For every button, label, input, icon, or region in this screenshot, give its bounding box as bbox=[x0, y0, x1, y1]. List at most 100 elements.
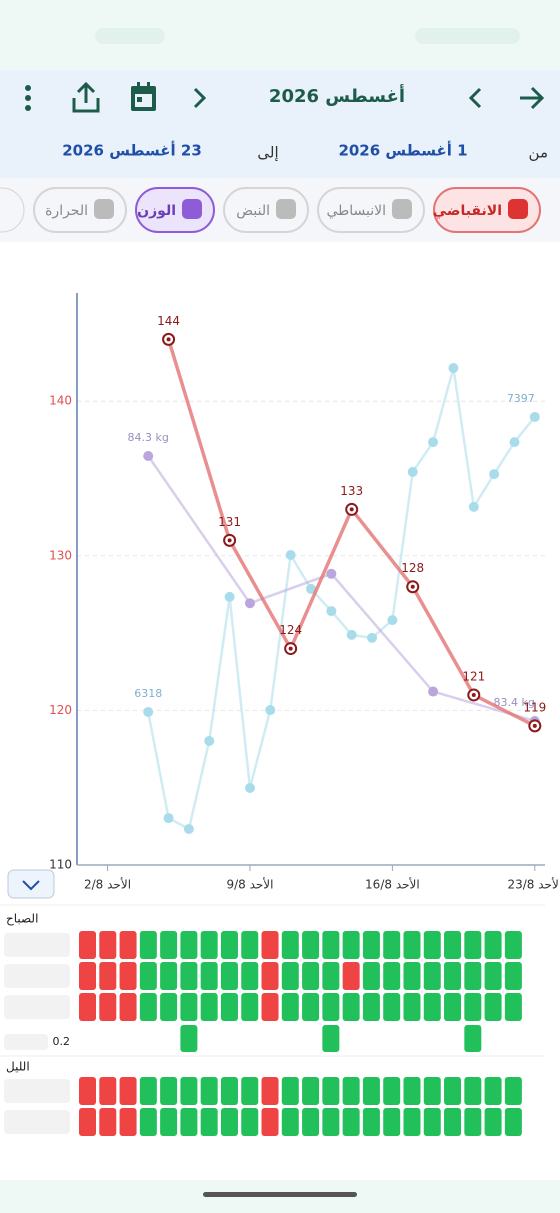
status-cell bbox=[322, 931, 340, 959]
data-point bbox=[387, 615, 398, 626]
series-line bbox=[146, 367, 536, 831]
status-cell bbox=[160, 931, 178, 959]
data-point-core bbox=[349, 507, 354, 512]
status-cell bbox=[383, 931, 401, 959]
status-cell bbox=[220, 1108, 238, 1136]
row-label-blur bbox=[4, 1079, 70, 1103]
status-cell bbox=[139, 1108, 157, 1136]
data-point bbox=[529, 411, 540, 422]
status-cell bbox=[403, 993, 421, 1021]
tab-label: الانبساطي bbox=[326, 203, 386, 219]
status-cell bbox=[444, 962, 462, 990]
data-point bbox=[143, 706, 154, 717]
status-cell bbox=[322, 993, 340, 1021]
collapse-button[interactable] bbox=[7, 869, 55, 899]
status-cell bbox=[302, 931, 320, 959]
status-cell bbox=[302, 993, 320, 1021]
next-button[interactable] bbox=[193, 87, 207, 109]
status-cell bbox=[261, 962, 279, 990]
status-cell bbox=[504, 962, 522, 990]
status-cell bbox=[464, 1108, 482, 1136]
y-tick-label: 120 bbox=[49, 703, 72, 717]
status-cell bbox=[383, 962, 401, 990]
tab-icon bbox=[392, 199, 412, 219]
data-label: 6318 bbox=[134, 687, 162, 700]
data-point bbox=[183, 824, 194, 834]
status-cell bbox=[281, 993, 299, 1021]
status-cell bbox=[281, 1077, 299, 1105]
status-cell bbox=[79, 993, 96, 1021]
status-cell bbox=[119, 962, 137, 990]
status-cell bbox=[383, 1108, 401, 1136]
extra-row-label: 0.2 bbox=[53, 1035, 71, 1048]
status-cell bbox=[504, 993, 522, 1021]
to-date[interactable]: 23 أغسطس 2026 bbox=[62, 141, 202, 160]
menu-button[interactable] bbox=[25, 85, 31, 111]
status-cell bbox=[383, 1077, 401, 1105]
status-cell bbox=[180, 1077, 198, 1105]
data-label: 124 bbox=[279, 623, 302, 637]
status-cell bbox=[302, 1108, 320, 1136]
back-button[interactable] bbox=[520, 86, 545, 110]
home-handle[interactable] bbox=[203, 1192, 357, 1197]
data-label: 128 bbox=[401, 561, 424, 575]
tab-label: الحرارة bbox=[45, 203, 88, 219]
tab-label: الانقباضي bbox=[433, 203, 502, 219]
data-point bbox=[509, 437, 520, 448]
status-cell bbox=[423, 962, 441, 990]
status-cell bbox=[139, 993, 157, 1021]
status-cell bbox=[160, 962, 178, 990]
data-point bbox=[265, 705, 276, 716]
status-cell bbox=[322, 962, 340, 990]
calendar-button[interactable] bbox=[131, 82, 156, 111]
data-point-core bbox=[227, 538, 232, 543]
status-cell bbox=[281, 931, 299, 959]
data-point bbox=[326, 568, 337, 579]
from-date[interactable]: 1 أغسطس 2026 bbox=[338, 141, 467, 160]
row-label-blur bbox=[4, 1034, 48, 1050]
row-label-blur bbox=[4, 995, 70, 1019]
status-cell bbox=[79, 1077, 96, 1105]
status-cell bbox=[302, 962, 320, 990]
status-cell bbox=[119, 931, 137, 959]
status-cell bbox=[200, 993, 218, 1021]
tab-icon bbox=[276, 199, 296, 219]
data-point bbox=[163, 813, 174, 824]
status-cell bbox=[342, 1077, 360, 1105]
y-tick-label: 110 bbox=[49, 858, 72, 872]
data-point bbox=[326, 606, 337, 617]
extra-cell bbox=[464, 1025, 482, 1052]
status-cell bbox=[423, 993, 441, 1021]
status-cell bbox=[99, 993, 117, 1021]
status-cell bbox=[160, 1108, 178, 1136]
status-cell bbox=[139, 962, 157, 990]
status-cell bbox=[383, 993, 401, 1021]
status-cell bbox=[99, 1077, 117, 1105]
row-label-blur bbox=[4, 964, 70, 988]
status-cell bbox=[220, 993, 238, 1021]
tab-icon bbox=[94, 199, 114, 219]
data-point bbox=[448, 363, 459, 373]
status-cell bbox=[342, 931, 360, 959]
data-point bbox=[428, 686, 439, 697]
from-label: من bbox=[529, 144, 548, 162]
row-label-blur bbox=[4, 1110, 70, 1134]
header-title: أغسطس 2026 bbox=[269, 84, 405, 107]
status-cell bbox=[99, 931, 117, 959]
tab-icon bbox=[182, 199, 202, 219]
data-label: 131 bbox=[218, 515, 241, 529]
status-cell bbox=[180, 993, 198, 1021]
data-point-core bbox=[471, 692, 476, 697]
share-button[interactable] bbox=[72, 81, 100, 113]
status-cell bbox=[504, 931, 522, 959]
x-tick-label: الأحد 2/8 bbox=[84, 877, 131, 892]
data-point bbox=[306, 583, 316, 594]
status-cell bbox=[200, 931, 218, 959]
status-blur bbox=[415, 28, 520, 44]
tab-partial[interactable] bbox=[0, 187, 25, 233]
status-cell bbox=[261, 1077, 279, 1105]
status-cell bbox=[261, 993, 279, 1021]
prev-button[interactable] bbox=[468, 87, 482, 109]
status-cell bbox=[342, 962, 360, 990]
